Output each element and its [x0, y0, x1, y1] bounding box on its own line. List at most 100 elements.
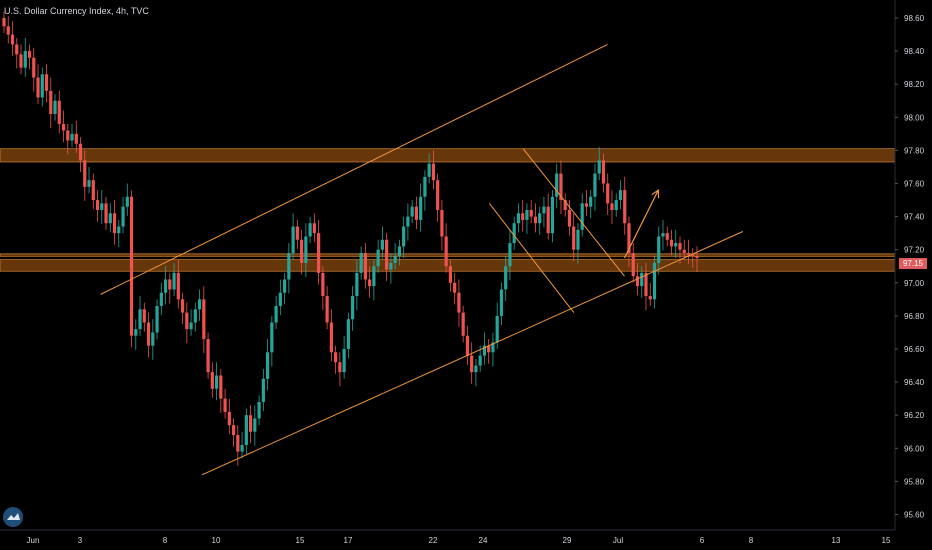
candle-body — [499, 289, 504, 316]
candle-body — [682, 249, 686, 254]
candle-body — [567, 209, 572, 227]
candle-body — [419, 196, 423, 220]
candle-body — [669, 239, 674, 247]
candle-body — [138, 309, 142, 330]
candle-body — [427, 163, 431, 177]
tradingview-logo-icon — [3, 507, 23, 527]
candle-body — [338, 362, 342, 373]
candle-body — [402, 226, 406, 247]
candle-body — [674, 243, 678, 247]
candle-body — [214, 375, 219, 389]
candle-body — [176, 272, 180, 300]
price-tick-label: 98.60 — [904, 14, 925, 23]
time-tick-label: 13 — [832, 536, 841, 545]
candle-body — [300, 239, 304, 263]
candle-body — [576, 229, 580, 250]
candle-body — [10, 34, 15, 45]
candle-body — [372, 266, 376, 287]
candle-body — [329, 322, 333, 353]
candle-body — [87, 180, 91, 187]
candle-body — [189, 322, 193, 330]
candle-body — [389, 262, 393, 270]
candle-body — [321, 272, 325, 297]
candle-body — [295, 226, 299, 240]
candle-body — [593, 173, 597, 197]
candle-body — [355, 272, 359, 297]
candle-body — [627, 223, 631, 254]
candle-body — [691, 254, 695, 257]
candle-body — [550, 196, 555, 234]
candle-body — [159, 292, 163, 306]
candle-body — [478, 355, 482, 366]
candle-body — [597, 160, 601, 174]
candle-body — [457, 292, 461, 313]
candle-body — [359, 253, 363, 273]
candle-body — [291, 226, 295, 254]
candle-body — [104, 203, 108, 224]
candle-body — [440, 209, 444, 237]
candle-body — [686, 253, 691, 255]
candle-body — [312, 223, 316, 234]
candle-body — [444, 236, 448, 267]
candle-body — [542, 206, 546, 214]
price-tick-label: 96.00 — [904, 444, 925, 453]
candle-body — [78, 143, 83, 161]
candle-body — [125, 196, 129, 207]
candle-body — [6, 26, 10, 35]
candle-body — [495, 315, 499, 343]
candle-body — [657, 236, 661, 263]
candle-body — [155, 305, 159, 333]
candle-body — [49, 90, 53, 114]
candle-body — [584, 203, 589, 207]
candle-body — [334, 352, 338, 363]
candle-body — [163, 279, 168, 293]
candle-body — [470, 355, 474, 373]
candle-body — [601, 160, 606, 184]
price-tick-label: 98.00 — [904, 113, 925, 122]
price-tick-label: 95.60 — [904, 511, 925, 520]
candle-body — [563, 200, 567, 210]
candle-body — [572, 226, 576, 250]
candle-body — [393, 256, 397, 263]
time-tick-label: 15 — [296, 536, 305, 545]
time-tick-label: 15 — [882, 536, 891, 545]
candle-body — [521, 213, 525, 220]
candle-body — [661, 233, 665, 237]
candle-body — [95, 200, 100, 210]
time-tick-label: 8 — [163, 536, 168, 545]
time-tick-label: 10 — [212, 536, 221, 545]
candle-body — [172, 272, 176, 290]
candle-body — [346, 319, 350, 349]
candle-body — [227, 411, 231, 426]
candle-body — [248, 415, 253, 432]
candle-body — [257, 401, 261, 419]
candle-body — [397, 246, 401, 257]
candle-body — [512, 223, 516, 244]
time-axis[interactable]: Jun 3 8 10 15 17 22 24 29 Jul 6 8 13 15 — [0, 529, 895, 545]
candle-body — [448, 266, 453, 283]
candle-body — [61, 123, 66, 131]
candle-body — [168, 279, 172, 290]
candle-body — [261, 378, 265, 402]
time-tick-label: 17 — [344, 536, 353, 545]
candle-body — [461, 312, 465, 336]
candle-body — [538, 213, 542, 224]
candle-body — [529, 209, 533, 217]
candle-body — [589, 196, 593, 207]
candle-body — [23, 51, 27, 68]
candle-body — [253, 418, 257, 432]
price-tick-label: 98.40 — [904, 47, 925, 56]
candle-body — [236, 435, 240, 452]
arrow-head — [651, 188, 660, 199]
price-axis[interactable]: 98.60 98.40 98.20 98.00 97.80 97.60 97.40 97.20… — [894, 0, 925, 530]
candle-body — [580, 203, 584, 230]
candle-body — [27, 51, 32, 58]
candle-body — [112, 213, 117, 234]
price-tick-label: 96.80 — [904, 312, 925, 321]
candle-body — [606, 183, 610, 204]
candle-body — [453, 282, 457, 293]
trendline — [522, 148, 625, 277]
projection-arrow — [623, 189, 659, 259]
price-tick-label: 97.80 — [904, 146, 925, 155]
